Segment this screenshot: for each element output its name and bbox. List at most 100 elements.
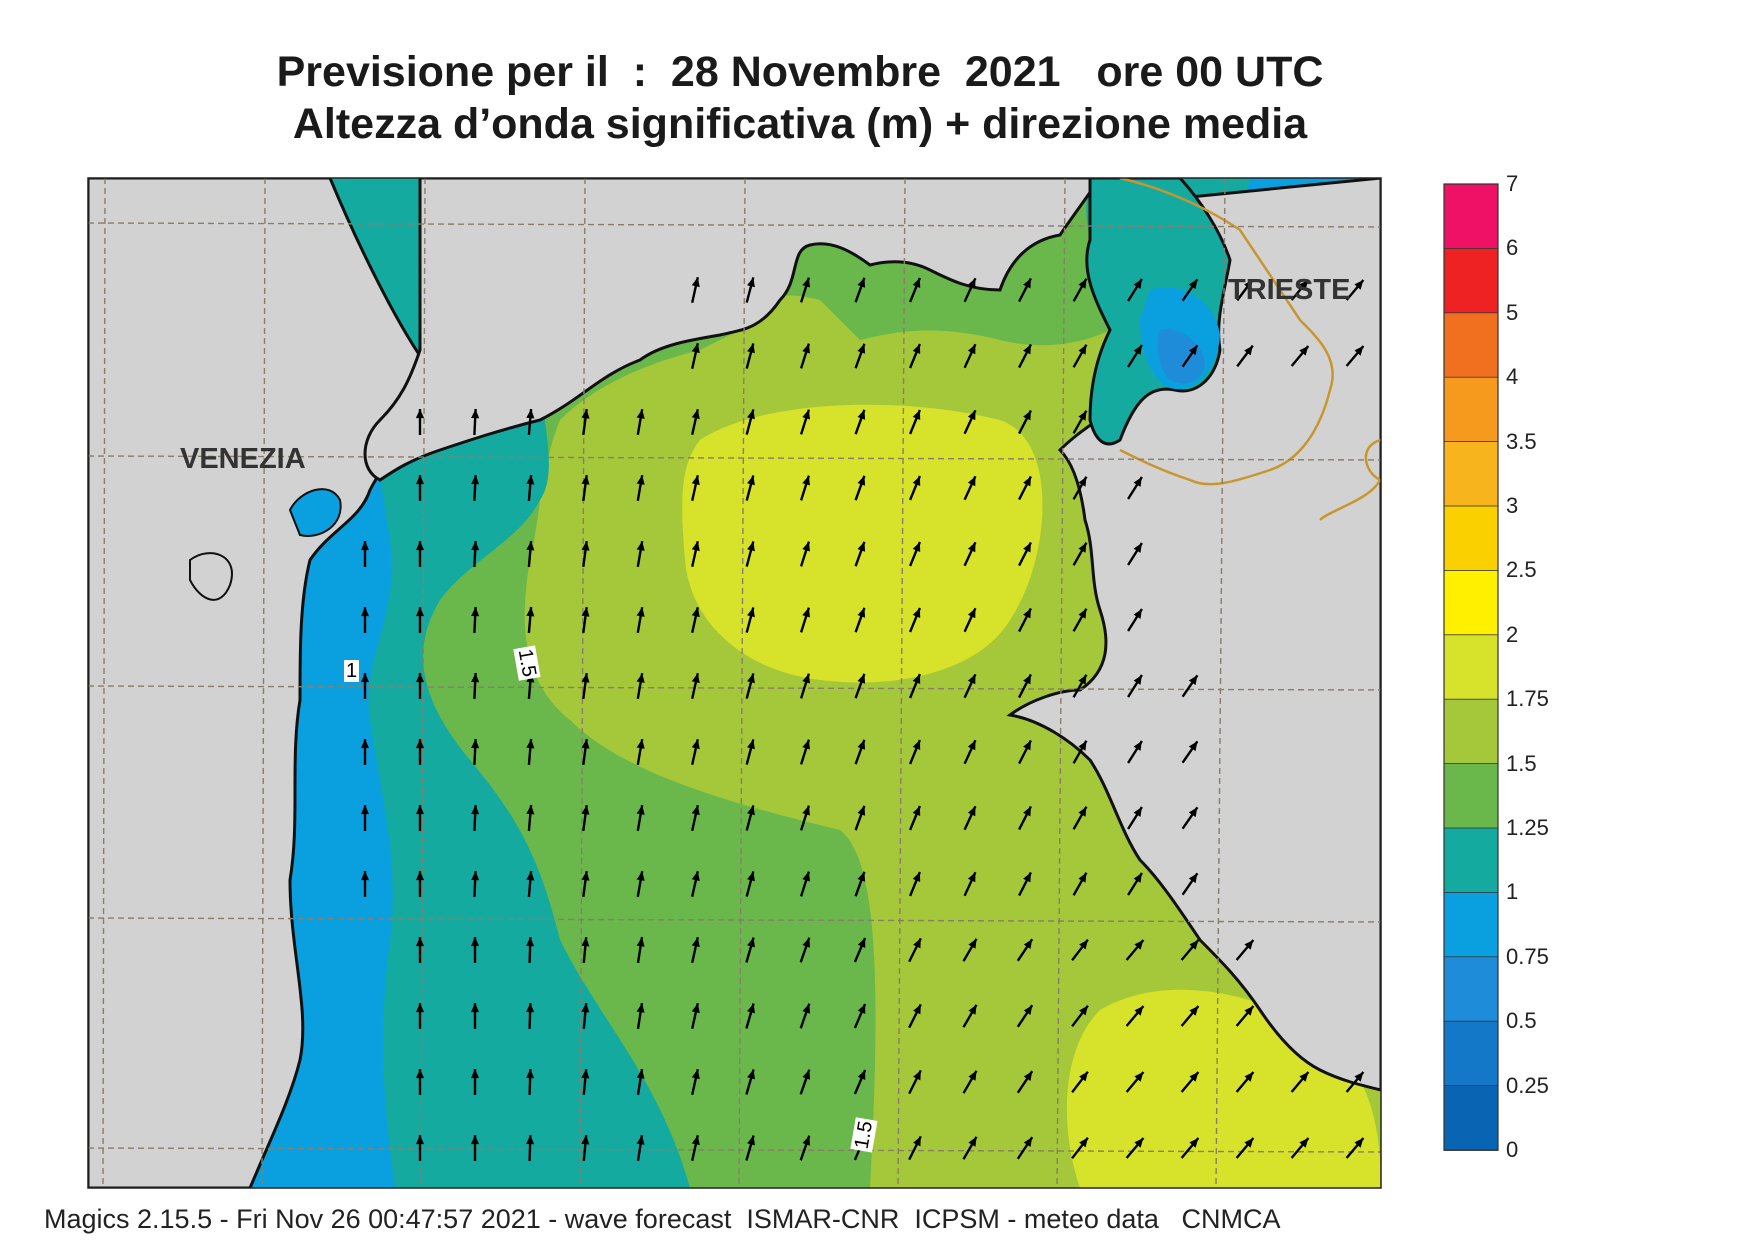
direction-arrow-head (691, 1069, 700, 1080)
direction-arrow-head (1188, 279, 1198, 290)
direction-arrow-head (691, 871, 700, 882)
direction-arrow-head (360, 871, 370, 881)
direction-arrow-head (968, 1004, 977, 1015)
direction-arrow-head (1133, 674, 1142, 685)
direction-arrow-head (691, 409, 700, 420)
direction-arrow-head (415, 739, 425, 749)
direction-arrow-head (967, 476, 976, 487)
direction-arrow-head (471, 541, 480, 551)
direction-arrow-head (1299, 1072, 1309, 1082)
direction-arrow-head (1078, 278, 1087, 289)
trieste-bay-inner (1157, 329, 1205, 384)
direction-arrow-head (1188, 807, 1198, 818)
direction-arrow-head (360, 673, 370, 683)
direction-arrow-head (1134, 940, 1144, 950)
direction-arrow-head (415, 871, 425, 881)
direction-arrow-head (912, 541, 921, 552)
direction-arrow-head (581, 475, 590, 485)
direction-arrow-head (1244, 279, 1253, 290)
direction-arrow-head (857, 541, 866, 552)
direction-arrow-head (802, 1069, 811, 1080)
direction-arrow-head (581, 541, 590, 551)
direction-arrow-head (1023, 410, 1031, 421)
direction-arrow-head (967, 344, 976, 355)
colour-scale-swatch (1443, 505, 1499, 572)
direction-arrow-head (691, 805, 700, 816)
direction-arrow-head (691, 739, 700, 750)
direction-arrow-head (1023, 674, 1031, 685)
direction-arrow-head (913, 1070, 921, 1081)
colour-scale-swatch (1443, 827, 1499, 894)
colour-scale-swatch (1443, 183, 1499, 250)
direction-arrow-head (1188, 675, 1198, 686)
direction-arrow-head (747, 805, 755, 816)
direction-arrow-head (360, 541, 370, 551)
direction-arrow-head (471, 475, 480, 485)
colour-scale-label: 1.25 (1506, 815, 1549, 840)
graticule (88, 178, 1381, 1188)
direction-arrow-head (1354, 280, 1364, 290)
direction-arrow-head (636, 1069, 645, 1079)
direction-arrow-head (1189, 1006, 1199, 1016)
direction-arrow-head (636, 937, 645, 947)
direction-arrow-head (1078, 872, 1087, 883)
direction-arrow-head (967, 674, 976, 685)
direction-arrow-head (1354, 346, 1364, 356)
direction-arrow-head (1133, 608, 1142, 619)
direction-arrow-head (691, 475, 700, 486)
direction-arrow-head (1354, 1072, 1364, 1082)
direction-arrow-head (636, 475, 645, 485)
colour-scale-swatch (1443, 698, 1499, 765)
direction-arrow-head (415, 475, 425, 485)
direction-arrow-head (470, 1135, 480, 1145)
direction-arrow-head (1023, 806, 1031, 817)
direction-arrow-head (470, 1069, 480, 1079)
direction-arrow-head (1078, 740, 1087, 751)
direction-arrow-head (857, 1070, 866, 1080)
direction-arrow-head (526, 871, 535, 881)
direction-arrow-head (747, 673, 755, 684)
direction-arrow-head (581, 1135, 590, 1145)
direction-arrow-head (802, 937, 811, 948)
direction-arrow-head (526, 1069, 535, 1079)
colour-scale-label: 1 (1506, 879, 1519, 905)
direction-arrow-head (360, 805, 370, 815)
direction-arrow-head (857, 277, 866, 288)
direction-arrow-head (1078, 344, 1087, 355)
colour-scale-label: 2 (1506, 621, 1519, 647)
direction-arrow-head (857, 739, 866, 750)
direction-arrow-head (526, 541, 535, 551)
colour-scale-swatch (1443, 1020, 1499, 1087)
colour-scale-swatch (1443, 312, 1499, 379)
direction-arrow-head (526, 739, 535, 749)
direction-arrow-head (802, 277, 810, 288)
direction-arrow-head (913, 1004, 921, 1015)
direction-arrow-head (1078, 476, 1087, 487)
map-frame (87, 177, 1382, 1189)
colour-scale-label: 0.25 (1506, 1072, 1549, 1098)
direction-arrow-head (1299, 345, 1309, 356)
direction-arrow-head (1023, 344, 1031, 355)
direction-arrow-head (1079, 1071, 1088, 1082)
direction-arrow-head (526, 937, 535, 947)
direction-arrow-head (1189, 940, 1199, 950)
colour-scale-label: 3 (1506, 493, 1519, 518)
direction-arrow-head (1023, 542, 1031, 553)
direction-arrow-head (912, 871, 921, 882)
direction-arrow-head (802, 805, 810, 816)
direction-arrow-head (581, 871, 590, 881)
colour-scale-label: 4 (1506, 364, 1519, 390)
direction-arrow-head (1134, 1006, 1144, 1016)
direction-arrow-head (415, 409, 425, 419)
direction-arrow-head (636, 541, 645, 551)
colour-scale-swatch (1443, 892, 1499, 958)
direction-arrow-head (581, 409, 590, 419)
direction-arrow-head (1133, 872, 1142, 883)
chart-title-line-1: Previsione per il : 28 Novembre 2021 ore… (276, 48, 1324, 96)
direction-arrow-head (747, 937, 755, 948)
colour-scale-swatch (1443, 441, 1499, 507)
direction-arrow-head (857, 409, 866, 420)
direction-arrow-head (691, 607, 700, 618)
direction-arrow-head (691, 343, 700, 354)
land-north (363, 178, 1102, 482)
